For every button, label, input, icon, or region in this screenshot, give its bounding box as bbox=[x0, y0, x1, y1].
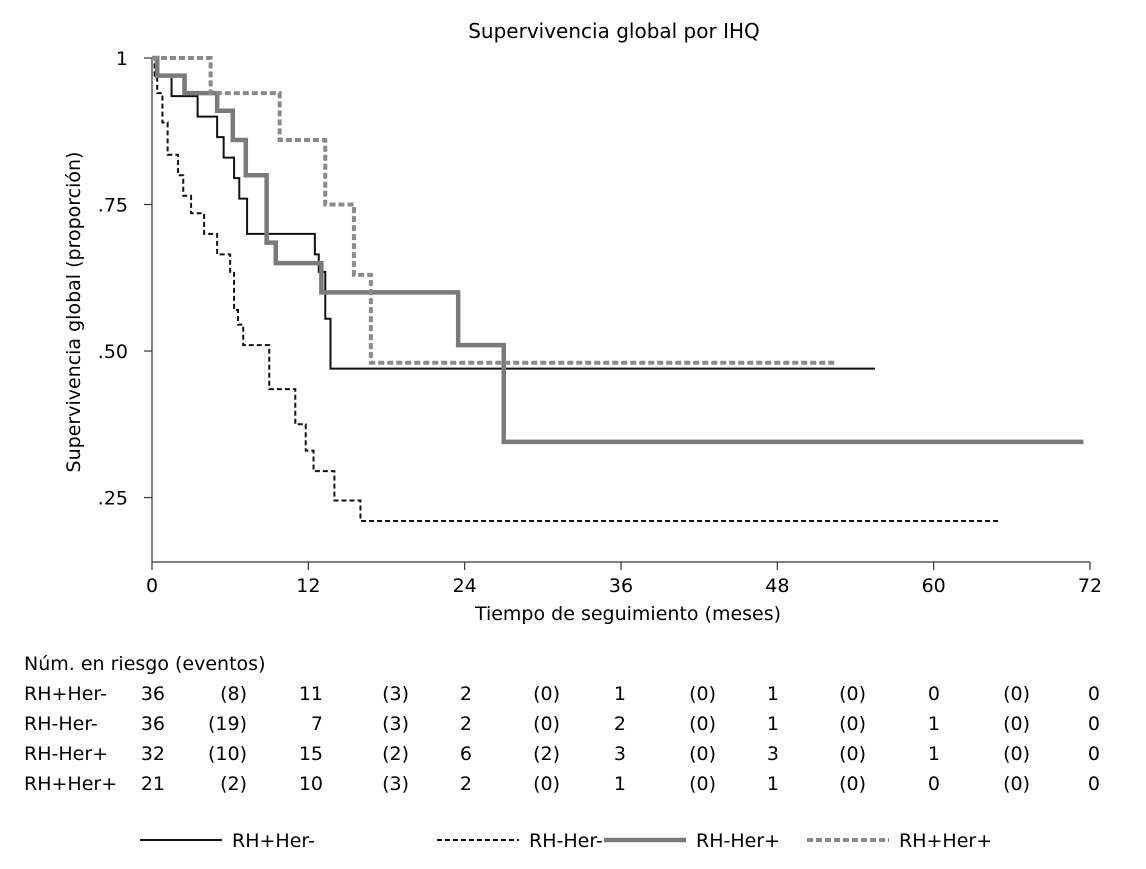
y-tick-label: 1 bbox=[116, 48, 128, 70]
x-tick-label: 60 bbox=[922, 575, 946, 597]
risk-cell: (0) bbox=[839, 773, 866, 795]
risk-cell: (0) bbox=[1003, 713, 1030, 735]
risk-cell: 0 bbox=[1088, 683, 1100, 705]
risk-cell: (8) bbox=[220, 683, 247, 705]
risk-cell: 36 bbox=[141, 713, 165, 735]
risk-cell: (19) bbox=[208, 713, 247, 735]
risk-cell: (2) bbox=[533, 743, 560, 765]
risk-cell: (0) bbox=[839, 683, 866, 705]
legend-label: RH-Her+ bbox=[696, 830, 780, 852]
risk-cell: 1 bbox=[928, 713, 940, 735]
risk-cell: (2) bbox=[220, 773, 247, 795]
risk-cell: (0) bbox=[689, 773, 716, 795]
y-tick-label: .75 bbox=[98, 195, 128, 217]
risk-cell: 0 bbox=[1088, 713, 1100, 735]
series-line-rhnegherneg bbox=[152, 57, 999, 522]
risk-cell: 1 bbox=[767, 713, 779, 735]
risk-cell: 32 bbox=[141, 743, 165, 765]
risk-cell: (3) bbox=[382, 683, 409, 705]
risk-cell: 3 bbox=[767, 743, 779, 765]
risk-table-header: Núm. en riesgo (eventos) bbox=[24, 653, 265, 675]
x-axis-label: Tiempo de seguimiento (meses) bbox=[474, 603, 781, 625]
risk-cell: 0 bbox=[1088, 743, 1100, 765]
y-tick-label: .50 bbox=[98, 341, 128, 363]
risk-cell: 1 bbox=[614, 683, 626, 705]
y-ticks: .25 .50 .75 1 bbox=[98, 48, 152, 510]
risk-cell: 10 bbox=[299, 773, 323, 795]
risk-cell: (0) bbox=[689, 713, 716, 735]
risk-row-label: RH-Her+ bbox=[24, 743, 108, 765]
risk-cell: 0 bbox=[928, 683, 940, 705]
risk-cell: 3 bbox=[614, 743, 626, 765]
series-line-rhposherpos bbox=[152, 56, 836, 365]
risk-cell: 0 bbox=[928, 773, 940, 795]
risk-cell: 7 bbox=[311, 713, 323, 735]
legend-label: RH-Her- bbox=[529, 830, 603, 852]
risk-cell: 2 bbox=[460, 713, 472, 735]
y-axis-label: Supervivencia global (proporción) bbox=[63, 152, 85, 473]
series-line-rhposherneg bbox=[152, 57, 876, 370]
risk-cell: 0 bbox=[1088, 773, 1100, 795]
x-tick-label: 72 bbox=[1078, 575, 1102, 597]
survival-curves bbox=[152, 55, 1084, 522]
risk-table: Núm. en riesgo (eventos) RH+Her- 36 (8) 11(… bbox=[24, 653, 1100, 795]
risk-row-label: RH-Her- bbox=[24, 713, 98, 735]
chart-title: Supervivencia global por IHQ bbox=[468, 19, 760, 43]
risk-cell: (2) bbox=[382, 743, 409, 765]
risk-cell: 15 bbox=[299, 743, 323, 765]
risk-cell: (10) bbox=[208, 743, 247, 765]
risk-row-label: RH+Her+ bbox=[24, 773, 117, 795]
legend-label: RH+Her+ bbox=[899, 830, 992, 852]
risk-cell: 1 bbox=[928, 743, 940, 765]
risk-cell: (3) bbox=[382, 773, 409, 795]
risk-cell: (3) bbox=[382, 713, 409, 735]
risk-row-label: RH+Her- bbox=[24, 683, 107, 705]
x-ticks: 0 12 24 36 48 60 72 bbox=[146, 562, 1102, 597]
risk-cell: (0) bbox=[1003, 683, 1030, 705]
risk-cell: (0) bbox=[1003, 773, 1030, 795]
y-tick-label: .25 bbox=[98, 488, 128, 510]
risk-cell: 2 bbox=[614, 713, 626, 735]
risk-cell: 1 bbox=[614, 773, 626, 795]
risk-cell: (0) bbox=[839, 713, 866, 735]
x-tick-label: 48 bbox=[765, 575, 789, 597]
legend-label: RH+Her- bbox=[232, 830, 315, 852]
risk-cell: (0) bbox=[689, 743, 716, 765]
legend: RH+Her- RH-Her- RH-Her+ RH+Her+ bbox=[140, 830, 992, 852]
risk-cell: (0) bbox=[533, 713, 560, 735]
risk-cell: (0) bbox=[1003, 743, 1030, 765]
risk-cell: (0) bbox=[533, 683, 560, 705]
risk-cell: 21 bbox=[141, 773, 165, 795]
risk-cell: 6 bbox=[460, 743, 472, 765]
x-tick-label: 12 bbox=[296, 575, 320, 597]
x-tick-label: 36 bbox=[609, 575, 633, 597]
x-tick-label: 0 bbox=[146, 575, 158, 597]
risk-cell: 11 bbox=[299, 683, 323, 705]
chart-axes bbox=[151, 58, 1090, 563]
risk-cell: 2 bbox=[460, 683, 472, 705]
risk-cell: 36 bbox=[141, 683, 165, 705]
risk-cell: 1 bbox=[767, 773, 779, 795]
risk-cell: (0) bbox=[839, 743, 866, 765]
risk-cell: 2 bbox=[460, 773, 472, 795]
series-line-rhnegherpos bbox=[152, 55, 1084, 445]
x-tick-label: 24 bbox=[453, 575, 477, 597]
risk-cell: 1 bbox=[767, 683, 779, 705]
risk-cell: (0) bbox=[533, 773, 560, 795]
risk-cell: (0) bbox=[689, 683, 716, 705]
